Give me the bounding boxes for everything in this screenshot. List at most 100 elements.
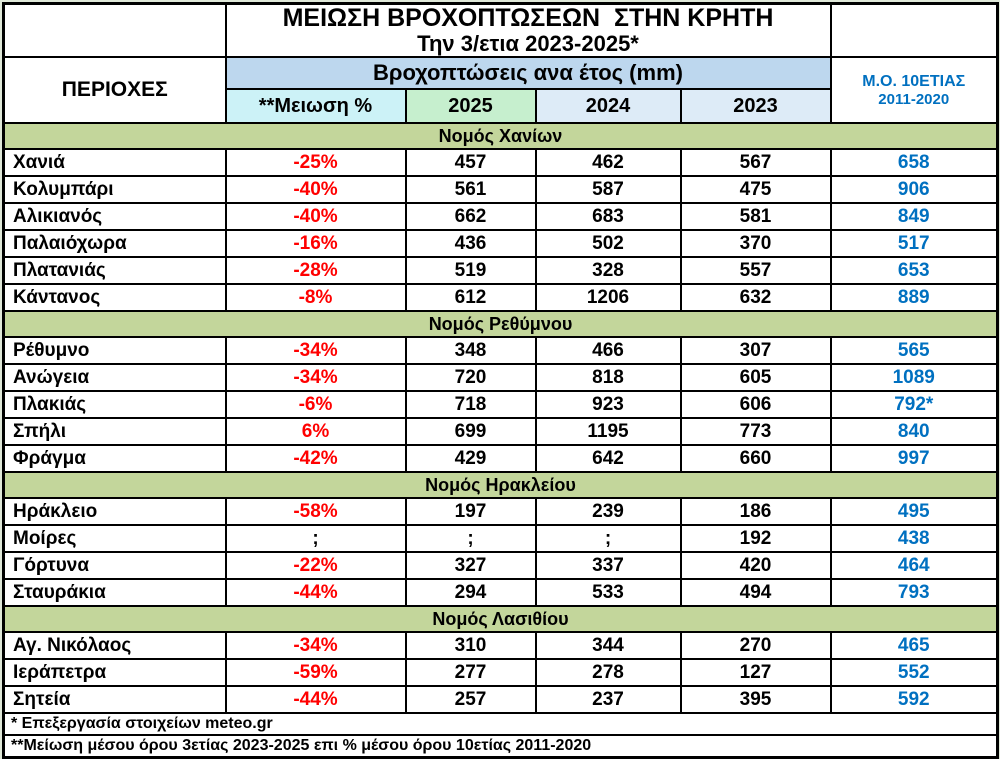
value-2023: 581 [679,202,832,231]
region-name: Ηράκλειο [2,497,227,526]
section-title: Νομός Χανίων [2,122,999,150]
reduction-pct: -44% [224,578,407,607]
region-name: Σητεία [2,685,227,714]
region-name: Κολυμπάρι [2,175,227,204]
value-2024: 1206 [534,283,682,312]
region-name: Μοίρες [2,524,227,553]
avg-10yr-value: 552 [829,658,999,687]
region-name: Ανώγεια [2,363,227,392]
region-name: Πλακιάς [2,390,227,419]
table-row: Χανιά -25% 457 462 567 658 [2,148,999,177]
avg-10yr-value: 793 [829,578,999,607]
avg-10yr-value: 889 [829,283,999,312]
value-2023: 567 [679,148,832,177]
reduction-pct: -28% [224,256,407,285]
section-header-row: Νομός Ηρακλείου [2,471,999,499]
reduction-pct: -6% [224,390,407,419]
value-2023: 370 [679,229,832,258]
value-2024: 344 [534,631,682,660]
value-2025: 348 [404,336,537,365]
avg-10yr-value: 464 [829,551,999,580]
avg-10yr-value: 906 [829,175,999,204]
table-row: Κάντανος -8% 612 1206 632 889 [2,283,999,312]
value-2025: 720 [404,363,537,392]
value-2025: 257 [404,685,537,714]
value-2024: 683 [534,202,682,231]
value-2023: 606 [679,390,832,419]
avg-10yr-value: 849 [829,202,999,231]
reduction-pct: ; [224,524,407,553]
reduction-pct: -25% [224,148,407,177]
value-2024: 818 [534,363,682,392]
table-row: Ιεράπετρα -59% 277 278 127 552 [2,658,999,687]
region-name: Φράγμα [2,444,227,473]
value-2024: 587 [534,175,682,204]
value-2025: 429 [404,444,537,473]
value-2024: 466 [534,336,682,365]
table-title: ΜΕΙΩΣΗ ΒΡΟΧΟΠΤΩΣΕΩΝ ΣΤΗΝ ΚΡΗΤΗ Την 3/ετι… [224,2,832,58]
reduction-pct: -58% [224,497,407,526]
avg-10yr-value: 565 [829,336,999,365]
value-2025: 327 [404,551,537,580]
section-header-row: Νομός Χανίων [2,122,999,150]
table-row: Γόρτυνα -22% 327 337 420 464 [2,551,999,580]
reduction-pct: -34% [224,363,407,392]
section-title: Νομός Ηρακλείου [2,471,999,499]
reduction-pct: -44% [224,685,407,714]
table-row: Ηράκλειο -58% 197 239 186 495 [2,497,999,526]
avg-header-line1: Μ.Ο. 10ΕΤΙΑΣ [862,73,966,90]
title-row: ΜΕΙΩΣΗ ΒΡΟΧΟΠΤΩΣΕΩΝ ΣΤΗΝ ΚΡΗΤΗ Την 3/ετι… [2,2,999,58]
avg-10yr-value: 653 [829,256,999,285]
rainfall-per-year-header: Βροχοπτώσεις ανα έτος (mm) [224,56,832,90]
avg-10yr-value: 658 [829,148,999,177]
footnote-row-1: * Επεξεργασία στοιχείων meteo.gr [2,712,999,736]
value-2023: 192 [679,524,832,553]
value-2023: 395 [679,685,832,714]
reduction-pct: 6% [224,417,407,446]
region-name: Παλαιόχωρα [2,229,227,258]
value-2025: 662 [404,202,537,231]
table-row: Παλαιόχωρα -16% 436 502 370 517 [2,229,999,258]
value-2024: 642 [534,444,682,473]
avg-10yr-value: 495 [829,497,999,526]
value-2023: 307 [679,336,832,365]
region-name: Ιεράπετρα [2,658,227,687]
avg-10yr-value: 465 [829,631,999,660]
value-2025: 612 [404,283,537,312]
value-2025: 310 [404,631,537,660]
group-header-row: ΠΕΡΙΟΧΕΣ Βροχοπτώσεις ανα έτος (mm) Μ.Ο.… [2,56,999,124]
region-name: Σταυράκια [2,578,227,607]
reduction-pct: -34% [224,336,407,365]
avg-header-line2: 2011-2020 [878,91,950,108]
table-row: Σητεία -44% 257 237 395 592 [2,685,999,714]
value-2025: 699 [404,417,537,446]
region-name: Πλατανιάς [2,256,227,285]
region-name: Αγ. Νικόλαος [2,631,227,660]
value-2024: ; [534,524,682,553]
section-header-row: Νομός Ρεθύμνου [2,310,999,338]
table-row: Πλακιάς -6% 718 923 606 792* [2,390,999,419]
value-2025: 561 [404,175,537,204]
title-line1: ΜΕΙΩΣΗ ΒΡΟΧΟΠΤΩΣΕΩΝ ΣΤΗΝ ΚΡΗΤΗ [282,4,774,32]
avg-10yr-value: 792* [829,390,999,419]
value-2023: 605 [679,363,832,392]
year-2023-header: 2023 [679,88,832,124]
region-name: Ρέθυμνο [2,336,227,365]
value-2025: 277 [404,658,537,687]
reduction-pct: -42% [224,444,407,473]
reduction-pct: -40% [224,202,407,231]
region-name: Αλικιανός [2,202,227,231]
avg-10yr-value: 1089 [829,363,999,392]
region-name: Σπήλι [2,417,227,446]
table-row: Φράγμα -42% 429 642 660 997 [2,444,999,473]
value-2024: 923 [534,390,682,419]
value-2024: 462 [534,148,682,177]
value-2023: 420 [679,551,832,580]
value-2025: 457 [404,148,537,177]
avg-10yr-value: 840 [829,417,999,446]
region-name: Γόρτυνα [2,551,227,580]
year-2024-header: 2024 [534,88,682,124]
value-2024: 328 [534,256,682,285]
reduction-pct: -22% [224,551,407,580]
